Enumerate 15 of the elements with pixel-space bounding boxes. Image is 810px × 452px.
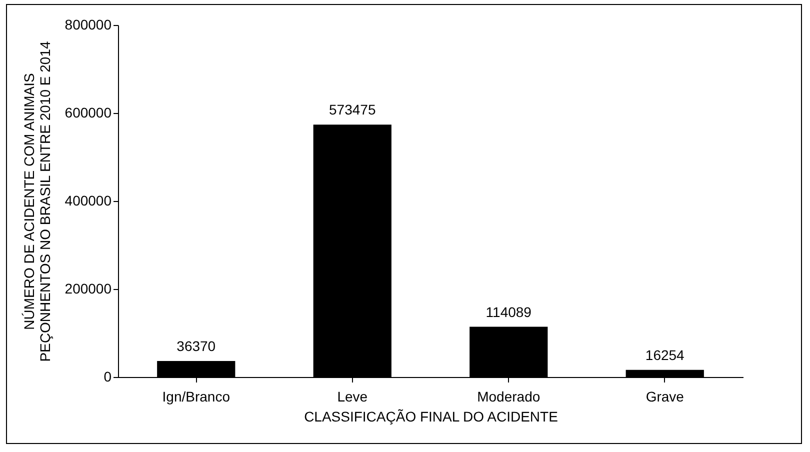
data-label: 573475 (329, 102, 376, 118)
x-tick-label: Grave (646, 388, 684, 404)
y-axis-title: NÚMERO DE ACIDENTE COM ANIMAIS PEÇONHENTOS NO BRASIL ENTRE 2010 E 2014 (20, 41, 53, 362)
x-axis-title: CLASSIFICAÇÃO FINAL DO ACIDENTE (304, 408, 558, 424)
data-label: 114089 (486, 304, 532, 320)
y-tick-label: 800000 (64, 16, 112, 32)
y-tick-label: 600000 (64, 104, 112, 120)
y-tick-label: 400000 (64, 192, 112, 208)
y-tick-label: 0 (104, 368, 112, 384)
data-label: 36370 (176, 338, 216, 354)
x-tick-label: Moderado (477, 388, 540, 404)
x-tick-label: Leve (337, 388, 368, 404)
x-tick-label: Ign/Branco (162, 388, 230, 404)
data-label: 16254 (645, 346, 685, 363)
y-tick-label: 200000 (64, 280, 112, 296)
